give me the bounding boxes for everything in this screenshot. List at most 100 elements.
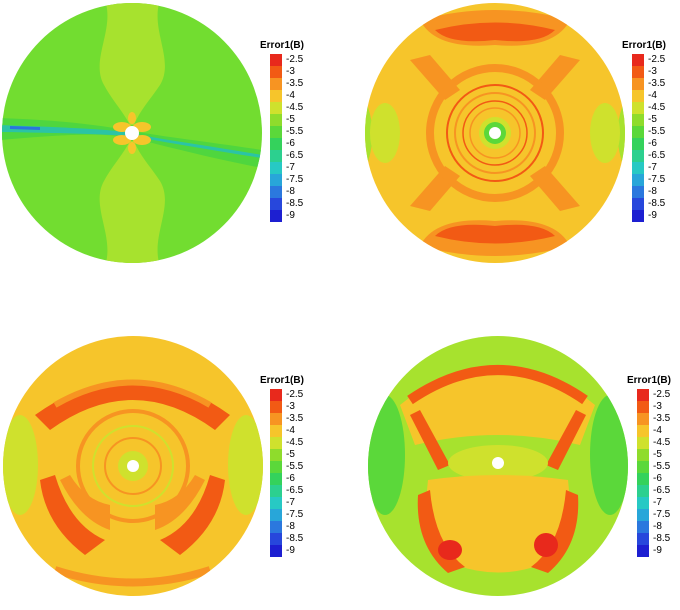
colorbar-tick-label: -5 — [286, 114, 295, 125]
colorbar-legend: Error1(B) -2.5 -3 -3.5 -4 -4.5 -5 -5.5 -6 -6.5 -7… — [260, 375, 330, 575]
colorbar-tick-label: -7.5 — [286, 509, 304, 520]
colorbar-swatch — [637, 485, 649, 497]
colorbar-swatch — [637, 389, 649, 401]
panel-bottom-right: Error1(B) -2.5 -3 -3.5 -4 -4.5 -5 -5.5 -6 -6.5 -7… — [340, 305, 680, 610]
colorbar-swatch — [270, 162, 282, 174]
colorbar-swatch — [270, 473, 282, 485]
colorbar-tick-label: -4 — [286, 425, 295, 436]
colorbar-swatch — [270, 425, 282, 437]
colorbar-tick-label: -4.5 — [286, 437, 304, 448]
colorbar-tick-label: -4 — [286, 90, 295, 101]
colorbar-tick-label: -6.5 — [648, 150, 666, 161]
colorbar-swatch — [632, 126, 644, 138]
panel-top-left: Error1(B) -2.5 -3 -3.5 -4 -4.5 -5 -5.5 -6 -6.5 -7… — [0, 0, 340, 305]
colorbar-tick-label: -5.5 — [286, 461, 304, 472]
colorbar-swatch — [637, 413, 649, 425]
colorbar-tick-label: -3 — [286, 66, 295, 77]
colorbar-swatch — [270, 186, 282, 198]
legend-title: Error1(B) — [260, 375, 304, 386]
colorbar-tick-label: -4 — [648, 90, 657, 101]
colorbar-swatch — [632, 90, 644, 102]
panel-top-right: Error1(B) -2.5 -3 -3.5 -4 -4.5 -5 -5.5 -6 -6.5 -7… — [340, 0, 680, 305]
colorbar-swatch — [632, 186, 644, 198]
colorbar-tick-label: -6 — [286, 473, 295, 484]
colorbar-swatch — [270, 102, 282, 114]
colorbar-swatch — [637, 545, 649, 557]
colorbar-tick-label: -8.5 — [653, 533, 671, 544]
colorbar-swatch — [632, 198, 644, 210]
colorbar-swatch — [637, 509, 649, 521]
colorbar-tick-label: -7 — [648, 162, 657, 173]
colorbar-swatch — [270, 198, 282, 210]
colorbar-swatch — [270, 210, 282, 222]
colorbar-tick-label: -5 — [648, 114, 657, 125]
colorbar-swatch — [637, 461, 649, 473]
colorbar-swatch — [637, 473, 649, 485]
colorbar-swatch — [637, 425, 649, 437]
colorbar-tick-label: -9 — [286, 545, 295, 556]
colorbar-legend: Error1(B) -2.5 -3 -3.5 -4 -4.5 -5 -5.5 -6 -6.5 -7… — [627, 375, 680, 575]
colorbar-tick-label: -5.5 — [648, 126, 666, 137]
contour-disk-4 — [368, 336, 628, 596]
colorbar-swatch — [270, 521, 282, 533]
colorbar-tick-label: -8 — [653, 521, 662, 532]
colorbar-tick-label: -9 — [648, 210, 657, 221]
colorbar-swatch — [270, 545, 282, 557]
colorbar-tick-label: -6.5 — [653, 485, 671, 496]
colorbar — [270, 54, 282, 222]
colorbar-swatch — [270, 114, 282, 126]
colorbar-tick-label: -2.5 — [648, 54, 666, 65]
colorbar-swatch — [637, 533, 649, 545]
colorbar-swatch — [270, 533, 282, 545]
colorbar-tick-label: -8.5 — [648, 198, 666, 209]
colorbar-tick-label: -4 — [653, 425, 662, 436]
colorbar-tick-label: -8 — [286, 186, 295, 197]
colorbar — [270, 389, 282, 557]
contour-disk-1 — [2, 3, 262, 263]
colorbar-swatch — [270, 174, 282, 186]
colorbar-swatch — [270, 485, 282, 497]
colorbar — [632, 54, 644, 222]
colorbar-tick-label: -2.5 — [286, 389, 304, 400]
colorbar-swatch — [637, 449, 649, 461]
panel-bottom-left: Error1(B) -2.5 -3 -3.5 -4 -4.5 -5 -5.5 -6 -6.5 -7… — [0, 305, 340, 610]
colorbar-swatch — [270, 461, 282, 473]
colorbar-tick-label: -8 — [648, 186, 657, 197]
legend-title: Error1(B) — [627, 375, 671, 386]
colorbar-swatch — [270, 78, 282, 90]
colorbar-tick-label: -2.5 — [286, 54, 304, 65]
contour-disk-3 — [3, 336, 263, 596]
legend-title: Error1(B) — [622, 40, 666, 51]
colorbar-swatch — [270, 497, 282, 509]
colorbar-tick-label: -3 — [286, 401, 295, 412]
colorbar-swatch — [632, 150, 644, 162]
colorbar-tick-label: -4.5 — [286, 102, 304, 113]
colorbar-swatch — [632, 78, 644, 90]
colorbar — [637, 389, 649, 557]
colorbar-swatch — [270, 54, 282, 66]
colorbar-tick-label: -6.5 — [286, 150, 304, 161]
colorbar-swatch — [632, 174, 644, 186]
colorbar-tick-label: -5.5 — [653, 461, 671, 472]
colorbar-swatch — [270, 66, 282, 78]
colorbar-swatch — [270, 90, 282, 102]
colorbar-tick-label: -4.5 — [648, 102, 666, 113]
colorbar-tick-label: -3.5 — [648, 78, 666, 89]
colorbar-swatch — [270, 389, 282, 401]
colorbar-tick-label: -3 — [653, 401, 662, 412]
colorbar-swatch — [270, 126, 282, 138]
colorbar-swatch — [632, 138, 644, 150]
colorbar-swatch — [637, 401, 649, 413]
colorbar-swatch — [632, 66, 644, 78]
colorbar-tick-label: -5 — [286, 449, 295, 460]
colorbar-tick-label: -8.5 — [286, 533, 304, 544]
colorbar-tick-label: -3 — [648, 66, 657, 77]
colorbar-swatch — [637, 437, 649, 449]
colorbar-tick-label: -7 — [653, 497, 662, 508]
colorbar-tick-label: -5.5 — [286, 126, 304, 137]
colorbar-tick-label: -6.5 — [286, 485, 304, 496]
colorbar-swatch — [632, 102, 644, 114]
colorbar-tick-label: -5 — [653, 449, 662, 460]
colorbar-swatch — [637, 521, 649, 533]
colorbar-swatch — [270, 150, 282, 162]
